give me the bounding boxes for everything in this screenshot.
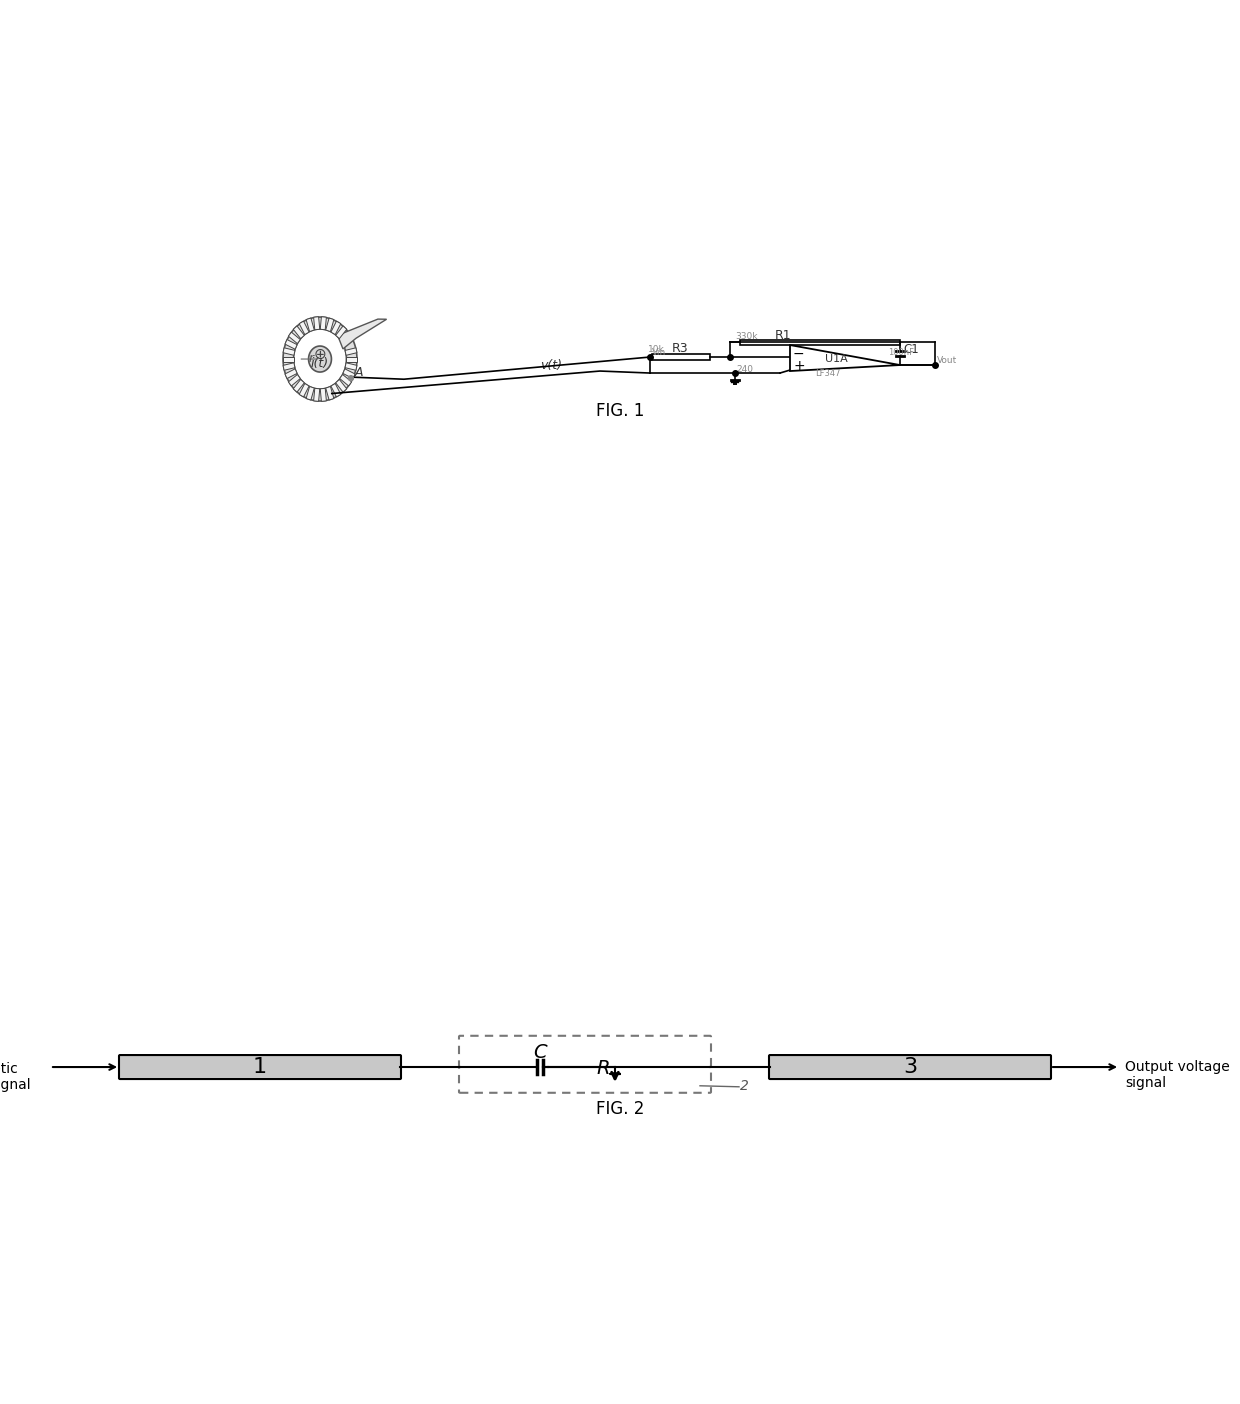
- FancyBboxPatch shape: [119, 1054, 401, 1080]
- Polygon shape: [289, 375, 300, 386]
- Text: v(t): v(t): [539, 359, 562, 372]
- Text: Vin: Vin: [652, 348, 666, 357]
- FancyBboxPatch shape: [652, 354, 711, 359]
- Text: C: C: [533, 1043, 547, 1061]
- Text: LF347: LF347: [815, 369, 841, 378]
- Text: +: +: [794, 359, 805, 373]
- Text: 330k: 330k: [735, 333, 758, 341]
- Polygon shape: [314, 317, 320, 330]
- Text: Output voltage
signal: Output voltage signal: [1125, 1060, 1230, 1090]
- Polygon shape: [346, 357, 357, 362]
- Polygon shape: [283, 362, 295, 371]
- Polygon shape: [320, 317, 326, 330]
- Text: 2: 2: [740, 1078, 749, 1092]
- Polygon shape: [342, 369, 355, 379]
- FancyBboxPatch shape: [740, 340, 900, 344]
- FancyBboxPatch shape: [769, 1054, 1052, 1080]
- Polygon shape: [309, 345, 331, 372]
- Text: i(t): i(t): [311, 357, 329, 369]
- Text: 3: 3: [903, 1057, 918, 1077]
- Circle shape: [348, 376, 353, 380]
- Polygon shape: [320, 389, 326, 402]
- Polygon shape: [336, 379, 347, 392]
- Polygon shape: [326, 319, 334, 331]
- Text: A: A: [355, 366, 363, 379]
- Text: −: −: [794, 347, 805, 361]
- Polygon shape: [299, 383, 309, 397]
- Polygon shape: [331, 322, 341, 334]
- Text: r: r: [309, 352, 314, 365]
- Text: C1: C1: [903, 343, 919, 357]
- Text: Vout: Vout: [937, 355, 957, 365]
- FancyBboxPatch shape: [459, 1036, 711, 1092]
- Text: 10k: 10k: [649, 345, 665, 354]
- Polygon shape: [337, 319, 387, 350]
- Polygon shape: [306, 386, 314, 400]
- Polygon shape: [285, 369, 298, 379]
- Text: R: R: [596, 1059, 610, 1078]
- Text: 100nF: 100nF: [888, 348, 914, 357]
- Text: U1A: U1A: [825, 354, 848, 364]
- Polygon shape: [345, 348, 357, 355]
- Polygon shape: [293, 379, 304, 392]
- Polygon shape: [283, 317, 357, 402]
- Text: FIG. 2: FIG. 2: [595, 1101, 645, 1118]
- Polygon shape: [790, 345, 900, 371]
- Polygon shape: [289, 333, 300, 344]
- Polygon shape: [294, 329, 346, 389]
- Polygon shape: [326, 386, 334, 400]
- Polygon shape: [314, 389, 320, 402]
- Text: Magnetic
field signal: Magnetic field signal: [0, 1061, 31, 1092]
- Polygon shape: [331, 383, 341, 397]
- Polygon shape: [293, 326, 304, 338]
- Text: FIG. 1: FIG. 1: [595, 402, 645, 420]
- Text: 1: 1: [253, 1057, 267, 1077]
- Polygon shape: [283, 348, 295, 355]
- Text: R3: R3: [672, 341, 688, 355]
- Polygon shape: [306, 319, 314, 331]
- Text: R1: R1: [775, 330, 791, 343]
- Text: 240: 240: [737, 365, 753, 373]
- Polygon shape: [340, 375, 352, 386]
- Polygon shape: [345, 362, 357, 371]
- Polygon shape: [336, 326, 347, 338]
- Text: ⊕: ⊕: [314, 347, 326, 362]
- Polygon shape: [299, 322, 309, 334]
- Polygon shape: [283, 357, 294, 362]
- Polygon shape: [285, 340, 298, 350]
